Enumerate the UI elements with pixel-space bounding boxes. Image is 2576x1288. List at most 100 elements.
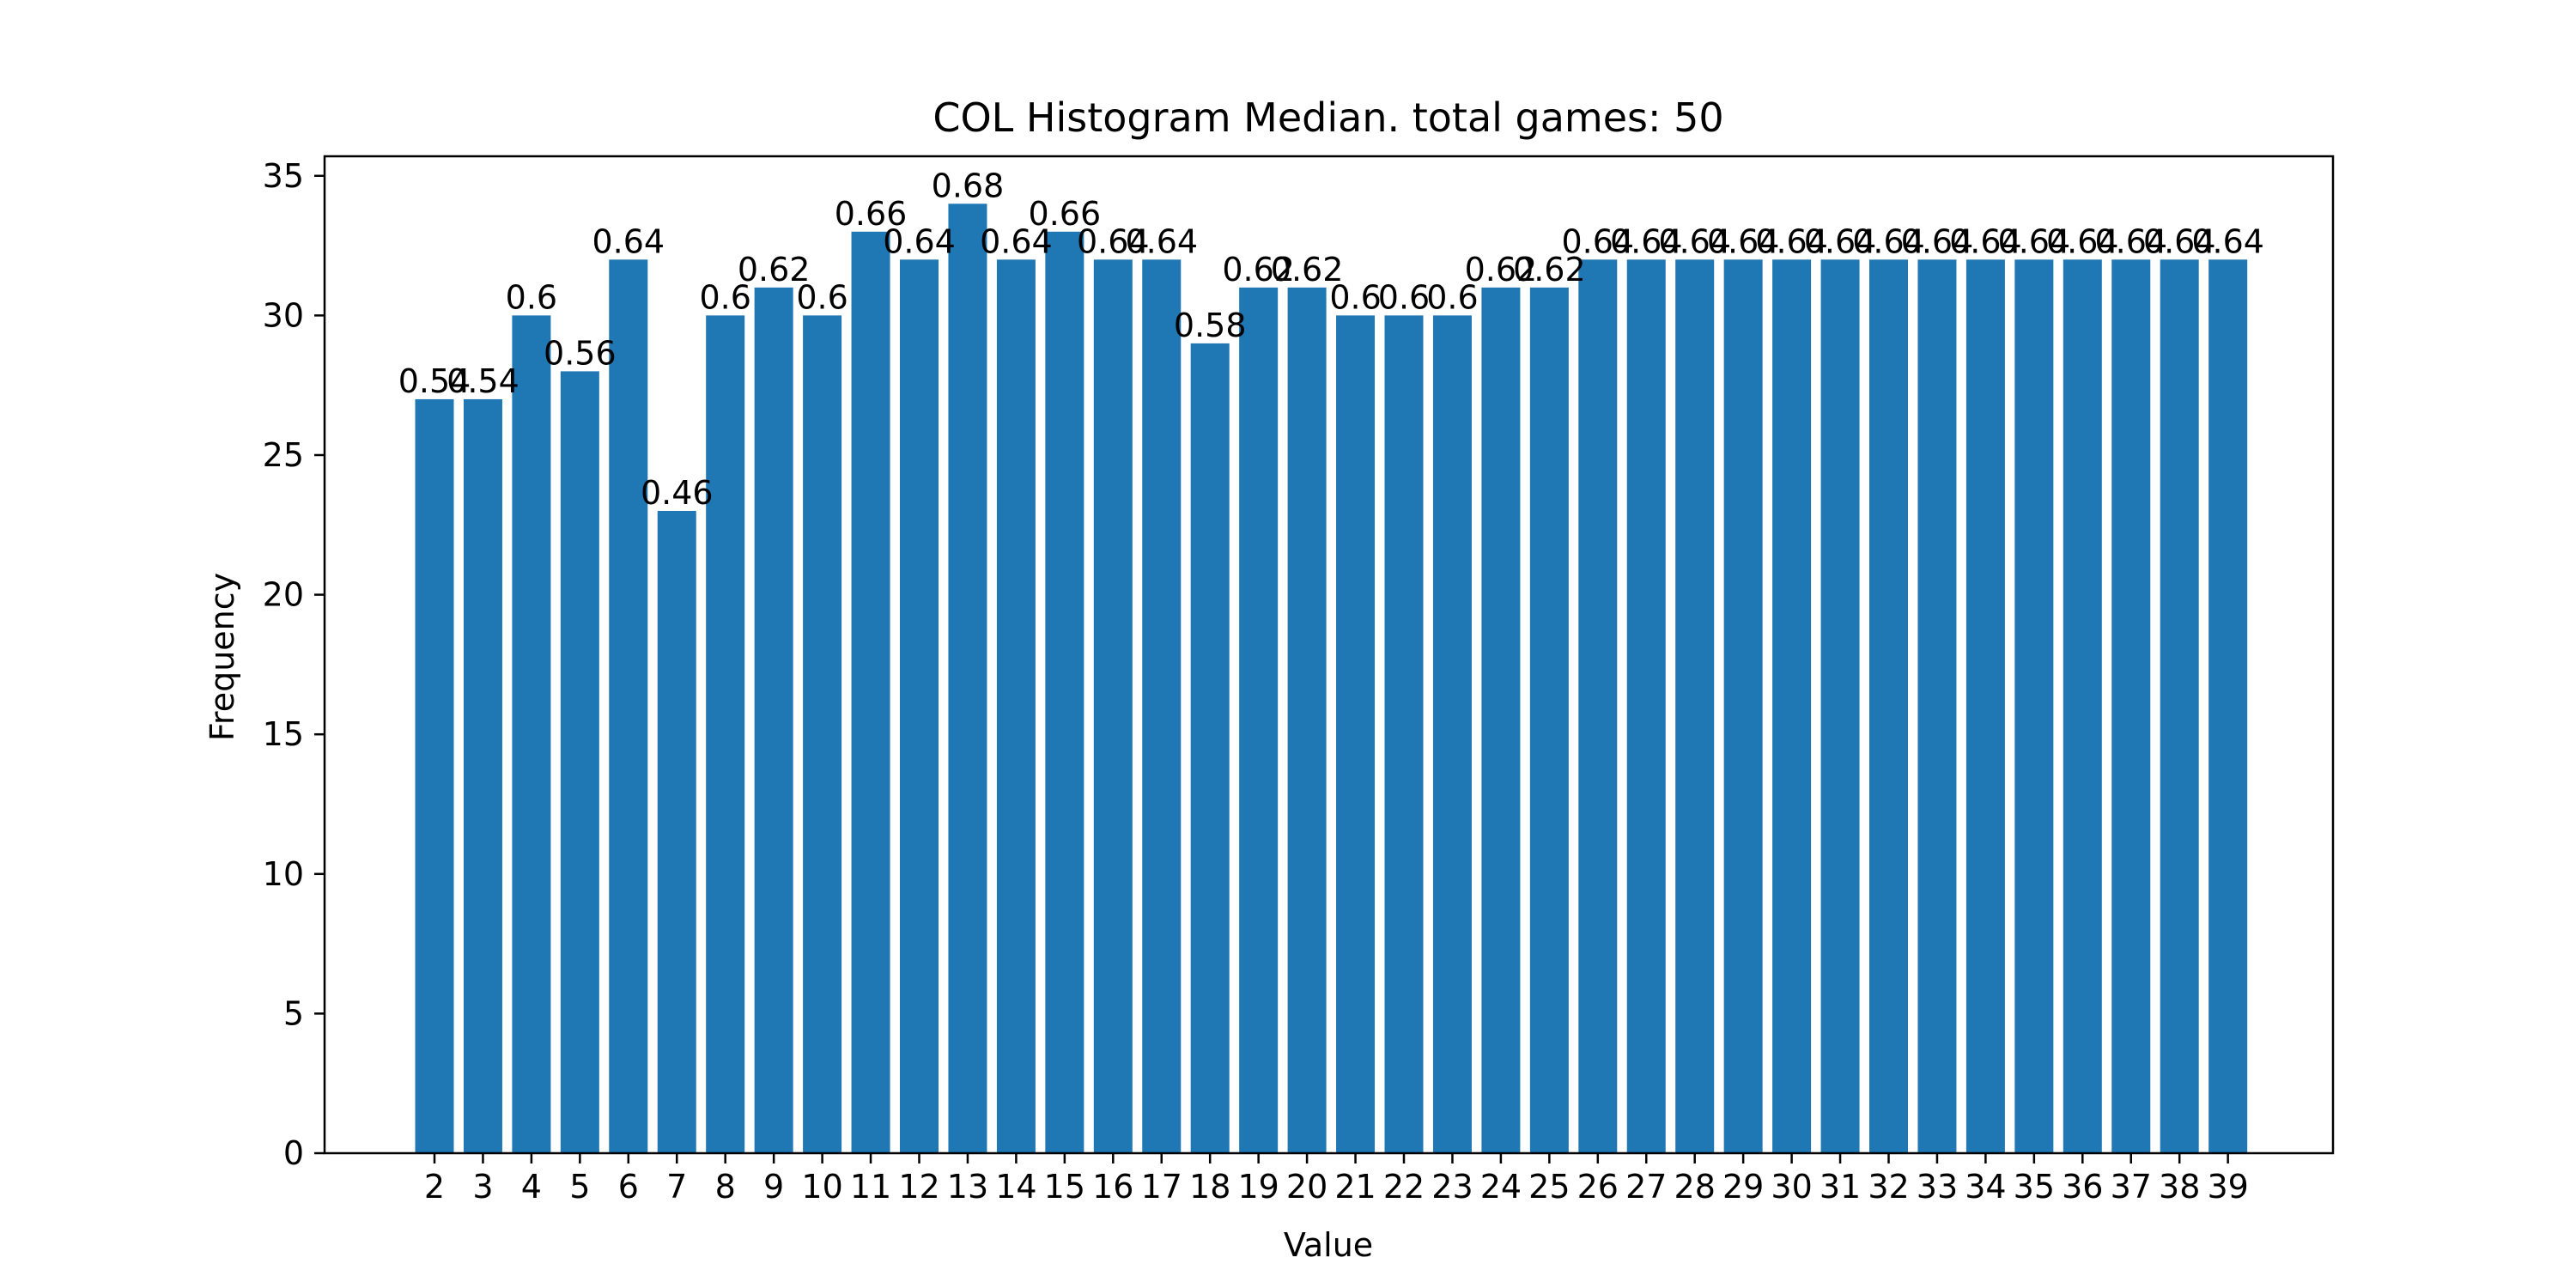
- x-tick-label-2: 2: [424, 1168, 445, 1206]
- x-tick-label-31: 31: [1820, 1168, 1861, 1206]
- x-tick-label-32: 32: [1868, 1168, 1909, 1206]
- plot-area-frame: [323, 155, 2335, 1155]
- bar-33: [1917, 259, 1957, 1153]
- bar-19: [1239, 287, 1279, 1153]
- bar-value-label-32: 0.64: [1852, 222, 1925, 260]
- bar-9: [754, 287, 793, 1153]
- bar-11: [851, 231, 890, 1153]
- x-tick-label-10: 10: [801, 1168, 842, 1206]
- bar-value-label-21: 0.6: [1329, 278, 1381, 316]
- bar-value-label-36: 0.64: [2046, 222, 2119, 260]
- bar-22: [1384, 315, 1424, 1153]
- bar-value-label-17: 0.64: [1125, 222, 1198, 260]
- x-tick-label-5: 5: [569, 1168, 590, 1206]
- bar-value-label-30: 0.64: [1755, 222, 1828, 260]
- x-tick-label-37: 37: [2111, 1168, 2152, 1206]
- y-tick-label-0: 0: [283, 1134, 304, 1172]
- bar-13: [948, 204, 987, 1153]
- bar-value-label-12: 0.64: [883, 222, 956, 260]
- x-axis: 2 3 4 5 6 7 8 9 10 11 12 13 14 15 16 17 18 19 20 21 22 23 24 25…: [424, 1153, 2249, 1206]
- bar-23: [1432, 315, 1472, 1153]
- y-axis-label: Frequency: [204, 573, 241, 741]
- bar-17: [1142, 259, 1182, 1153]
- x-tick-label-8: 8: [715, 1168, 736, 1206]
- bar-value-label-35: 0.64: [1998, 222, 2071, 260]
- bar-value-label-23: 0.6: [1426, 278, 1478, 316]
- bar-value-label-15: 0.66: [1029, 195, 1102, 233]
- y-tick-label-35: 35: [263, 157, 304, 195]
- x-tick-label-18: 18: [1189, 1168, 1230, 1206]
- x-tick-label-30: 30: [1771, 1168, 1812, 1206]
- chart-title: COL Histogram Median. total games: 50: [933, 94, 1723, 141]
- y-tick-label-15: 15: [263, 715, 304, 753]
- bar-35: [2014, 259, 2054, 1153]
- x-tick-label-21: 21: [1334, 1168, 1376, 1206]
- x-tick-label-19: 19: [1237, 1168, 1279, 1206]
- bar-value-label-19: 0.62: [1222, 251, 1295, 289]
- bar-3: [463, 398, 502, 1154]
- bar-value-label-39: 0.64: [2191, 222, 2264, 260]
- bar-value-label-29: 0.64: [1707, 222, 1780, 260]
- x-axis-label: Value: [1284, 1226, 1373, 1264]
- bar-value-label-16: 0.64: [1077, 222, 1150, 260]
- y-tick-label-5: 5: [283, 994, 304, 1032]
- bar-28: [1675, 259, 1715, 1153]
- y-tick-label-30: 30: [263, 296, 304, 334]
- bar-27: [1626, 259, 1666, 1153]
- x-tick-label-39: 39: [2207, 1168, 2248, 1206]
- bar-value-label-34: 0.64: [1949, 222, 2022, 260]
- bar-value-label-18: 0.58: [1174, 307, 1247, 344]
- x-tick-label-22: 22: [1383, 1168, 1425, 1206]
- bar-32: [1869, 259, 1908, 1153]
- bar-39: [2208, 259, 2248, 1153]
- x-tick-label-6: 6: [618, 1168, 639, 1206]
- bar-15: [1045, 231, 1084, 1153]
- bar-value-label-13: 0.68: [932, 167, 1005, 204]
- x-tick-label-16: 16: [1092, 1168, 1133, 1206]
- x-tick-label-11: 11: [850, 1168, 891, 1206]
- x-tick-label-12: 12: [898, 1168, 939, 1206]
- bar-16: [1093, 259, 1133, 1153]
- bar-labels-group: 0.540.540.60.560.640.460.60.620.60.660.6…: [398, 167, 2264, 512]
- bar-value-label-38: 0.64: [2143, 222, 2216, 260]
- bar-value-label-9: 0.62: [738, 251, 811, 289]
- bar-value-label-20: 0.62: [1271, 251, 1344, 289]
- x-tick-label-38: 38: [2159, 1168, 2200, 1206]
- x-tick-label-26: 26: [1577, 1168, 1619, 1206]
- bar-value-label-28: 0.64: [1658, 222, 1731, 260]
- x-tick-label-17: 17: [1141, 1168, 1182, 1206]
- bar-value-label-2: 0.54: [398, 362, 471, 400]
- bar-value-label-24: 0.62: [1465, 251, 1538, 289]
- bar-20: [1287, 287, 1327, 1153]
- bar-30: [1772, 259, 1812, 1153]
- y-tick-label-25: 25: [263, 436, 304, 474]
- bar-36: [2063, 259, 2102, 1153]
- x-tick-label-23: 23: [1431, 1168, 1473, 1206]
- x-tick-label-13: 13: [947, 1168, 988, 1206]
- bar-value-label-5: 0.56: [544, 334, 617, 372]
- bar-12: [900, 259, 939, 1153]
- bar-value-label-22: 0.6: [1378, 278, 1430, 316]
- bar-value-label-7: 0.46: [641, 474, 714, 512]
- x-tick-label-35: 35: [2014, 1168, 2055, 1206]
- y-tick-label-10: 10: [263, 855, 304, 893]
- bar-value-label-4: 0.6: [506, 278, 557, 316]
- x-tick-label-14: 14: [995, 1168, 1036, 1206]
- bar-value-label-26: 0.64: [1561, 222, 1634, 260]
- bar-14: [996, 259, 1036, 1153]
- bar-value-label-6: 0.64: [592, 222, 665, 260]
- bar-value-label-27: 0.64: [1610, 222, 1683, 260]
- bar-5: [560, 371, 599, 1154]
- bar-10: [803, 315, 842, 1153]
- bar-29: [1723, 259, 1763, 1153]
- x-tick-label-33: 33: [1917, 1168, 1958, 1206]
- bar-38: [2160, 259, 2199, 1153]
- x-tick-label-4: 4: [521, 1168, 542, 1206]
- bar-value-label-31: 0.64: [1804, 222, 1877, 260]
- bar-value-label-3: 0.54: [447, 362, 519, 400]
- x-tick-label-27: 27: [1625, 1168, 1667, 1206]
- x-tick-label-20: 20: [1286, 1168, 1327, 1206]
- bars-group: [415, 204, 2248, 1154]
- y-tick-label-20: 20: [263, 576, 304, 614]
